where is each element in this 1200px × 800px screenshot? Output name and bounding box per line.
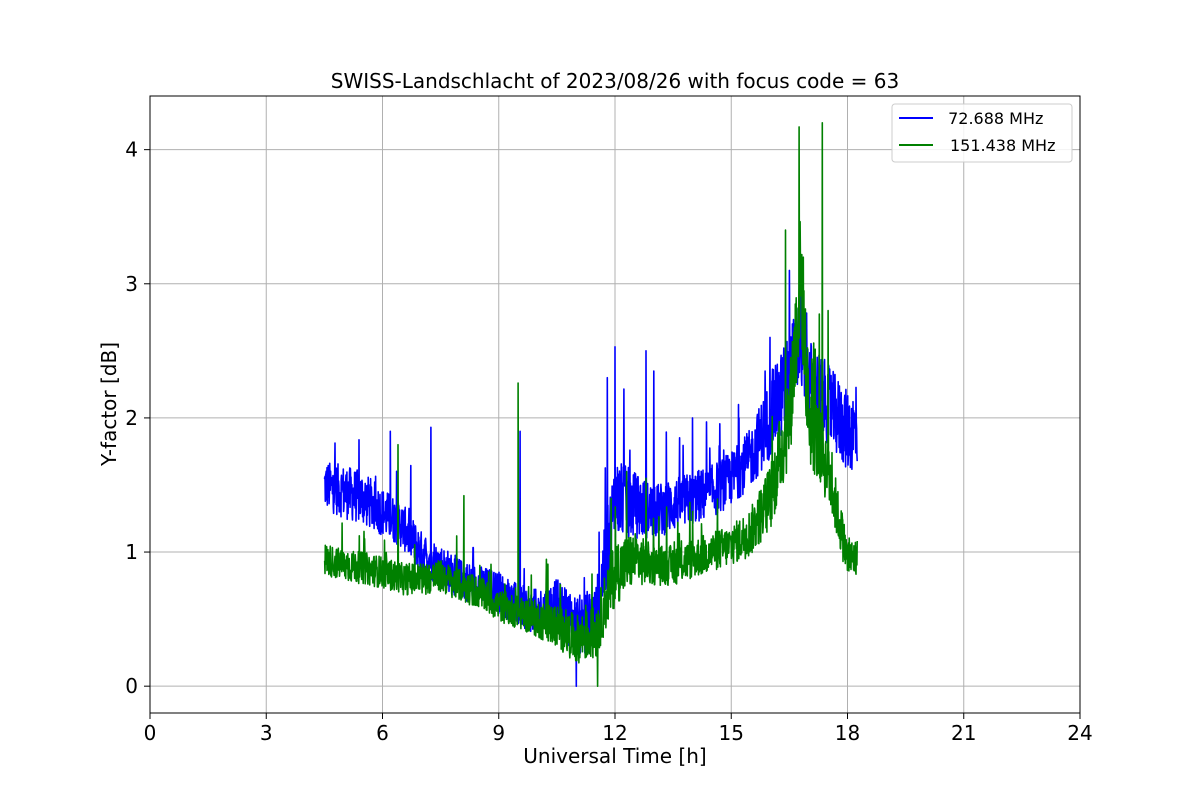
- chart-title: SWISS-Landschlacht of 2023/08/26 with fo…: [331, 69, 899, 93]
- series-line-2: [323, 122, 858, 687]
- y-axis-label: Y-factor [dB]: [97, 342, 121, 467]
- x-tick-label: 24: [1067, 721, 1092, 745]
- x-axis-label: Universal Time [h]: [523, 744, 706, 768]
- legend-label-series-1: 72.688 MHz: [943, 109, 1043, 128]
- series-layer: [323, 122, 858, 687]
- y-tick-label: 3: [125, 272, 138, 296]
- y-tick-label: 0: [125, 674, 138, 698]
- y-tick-label: 1: [125, 540, 138, 564]
- plot-area: [149, 95, 1081, 714]
- x-tick-label: 12: [602, 721, 627, 745]
- legend-label-series-2: 151.438 MHz: [950, 136, 1055, 155]
- x-tick-label: 15: [719, 721, 744, 745]
- x-tick-label: 3: [260, 721, 273, 745]
- x-tick-label: 0: [144, 721, 157, 745]
- x-tick-label: 21: [951, 721, 976, 745]
- x-tick-label: 18: [835, 721, 860, 745]
- y-tick-label: 4: [125, 138, 138, 162]
- legend-box: [891, 103, 1073, 163]
- legend: 72.688 MHz 151.438 MHz: [891, 103, 1073, 163]
- x-tick-label: 9: [492, 721, 505, 745]
- x-tick-label: 6: [376, 721, 389, 745]
- x-axis-ticks: 0 3 6 9 12 15 18 21 24: [144, 713, 1093, 745]
- y-axis-ticks: 0 1 2 3 4: [125, 138, 150, 698]
- y-tick-label: 2: [125, 406, 138, 430]
